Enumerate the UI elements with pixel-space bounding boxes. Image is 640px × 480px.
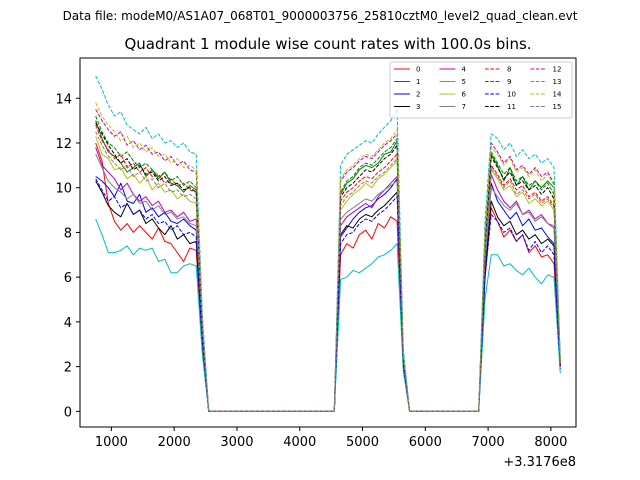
x-axis: 1000 2000 3000 4000 5000 6000 7000 8000 [95, 427, 567, 450]
legend-label-4: 4 [462, 66, 467, 74]
legend-label-15: 15 [553, 103, 562, 111]
data-file-suptitle: Data file: modeM0/AS1A07_068T01_90000037… [63, 9, 578, 23]
legend-label-8: 8 [507, 66, 511, 74]
legend-label-10: 10 [507, 91, 516, 99]
plot-frame [79, 57, 577, 428]
x-tick-label: 8000 [534, 435, 567, 450]
y-tick-label: 6 [64, 271, 72, 286]
legend-label-5: 5 [462, 78, 466, 86]
legend-label-12: 12 [553, 66, 562, 74]
x-tick-label: 1000 [95, 435, 128, 450]
legend-label-6: 6 [462, 91, 467, 99]
series-line-15 [95, 131, 561, 412]
legend-label-14: 14 [553, 91, 562, 99]
y-tick-label: 10 [55, 182, 72, 197]
series-line-11 [95, 122, 561, 412]
x-tick-label: 4000 [283, 435, 316, 450]
y-tick-label: 2 [64, 361, 72, 376]
x-tick-label: 6000 [409, 435, 442, 450]
legend-label-2: 2 [416, 91, 420, 99]
y-axis: 0 2 4 6 8 10 12 14 [55, 92, 80, 420]
chart-title: Quadrant 1 module wise count rates with … [124, 35, 531, 53]
legend-label-11: 11 [507, 103, 516, 111]
plot-area [80, 58, 576, 427]
legend-label-1: 1 [416, 78, 420, 86]
y-tick-label: 12 [55, 137, 72, 152]
legend-label-7: 7 [462, 103, 466, 111]
series-layer [95, 75, 561, 412]
legend-label-9: 9 [507, 78, 511, 86]
x-tick-label: 2000 [158, 435, 191, 450]
legend-label-13: 13 [553, 78, 562, 86]
x-tick-label: 3000 [220, 435, 253, 450]
y-tick-label: 14 [55, 92, 72, 107]
legend-frame [389, 61, 573, 119]
x-tick-label: 7000 [472, 435, 505, 450]
x-tick-label: 5000 [346, 435, 379, 450]
legend-label-0: 0 [416, 66, 420, 74]
legend-label-3: 3 [416, 103, 420, 111]
x-offset-label: +3.3176e8 [503, 455, 576, 470]
y-tick-label: 0 [64, 405, 72, 420]
y-tick-label: 4 [64, 316, 72, 331]
y-tick-label: 8 [64, 226, 72, 241]
